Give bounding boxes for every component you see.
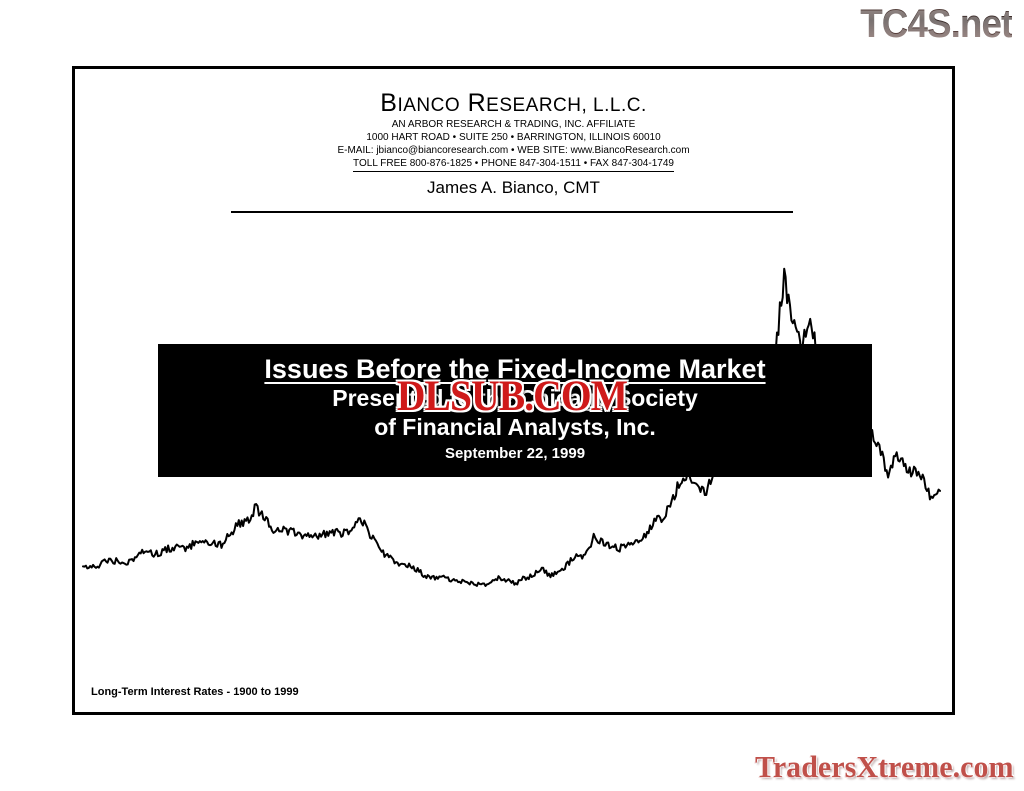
presented-to-line-2: of Financial Analysts, Inc. <box>374 414 656 440</box>
slide-frame: Long-Term Interest Rates - 1900 to 1999 … <box>72 66 955 715</box>
firm-name-ianco: IANCO <box>397 95 461 116</box>
phone-fax-line: TOLL FREE 800-876-1825 • PHONE 847-304-1… <box>353 157 674 172</box>
title-banner: Issues Before the Fixed-Income Market Pr… <box>158 344 872 477</box>
address-line: 1000 HART ROAD • SUITE 250 • BARRINGTON,… <box>366 132 661 143</box>
firm-name-esearch: ESEARCH, L.L.C. <box>486 95 647 116</box>
dlsub-watermark: DLSUB.COM <box>396 373 628 420</box>
presentation-date: September 22, 1999 <box>444 445 586 462</box>
chart-caption: Long-Term Interest Rates - 1900 to 1999 <box>91 686 299 698</box>
firm-name-b: B <box>380 89 398 117</box>
principal-name: James A. Bianco, CMT <box>427 178 600 197</box>
affiliate-line: AN ARBOR RESEARCH & TRADING, INC. AFFILI… <box>391 119 636 130</box>
header-divider-rule <box>231 211 793 213</box>
firm-name: BIANCO RESEARCH, L.L.C. <box>75 89 952 118</box>
chart-plot-svg <box>82 267 941 587</box>
interest-rate-line-series <box>82 267 941 587</box>
firm-name-r: R <box>467 89 487 117</box>
tc4s-watermark-logo: TC4S.net <box>859 2 1013 46</box>
long-term-interest-rates-chart: Long-Term Interest Rates - 1900 to 1999 <box>75 69 952 712</box>
email-web-line: E-MAIL: jbianco@biancoresearch.com • WEB… <box>337 145 690 156</box>
phone-fax-line-wrapper: TOLL FREE 800-876-1825 • PHONE 847-304-1… <box>75 157 952 172</box>
tradersxtreme-watermark-logo: TradersXtreme.com <box>755 749 1014 784</box>
letterhead-block: BIANCO RESEARCH, L.L.C. AN ARBOR RESEARC… <box>75 89 952 198</box>
presented-to-line-1: Presented to the Chicago Society <box>332 385 698 411</box>
presentation-title: Issues Before the Fixed-Income Market <box>264 354 766 384</box>
